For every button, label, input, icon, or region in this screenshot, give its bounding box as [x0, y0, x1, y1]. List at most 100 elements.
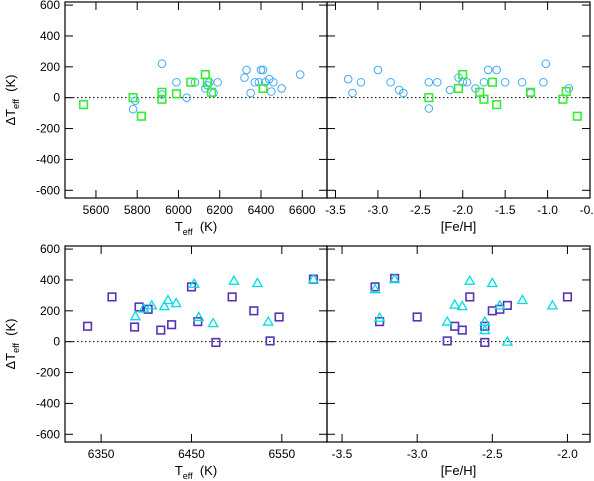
- data-point-circle: [266, 87, 276, 96]
- series-triangle: [369, 273, 559, 346]
- data-point-triangle: [207, 317, 219, 328]
- x-tick-label: -3.5: [325, 203, 346, 217]
- y-tick-label: 200: [40, 60, 60, 74]
- x-tick-label: -0.5: [580, 203, 594, 217]
- data-point-square: [82, 321, 93, 331]
- data-point-square: [202, 77, 212, 87]
- x-tick-label: -3.5: [332, 447, 353, 461]
- chart-panel-bottom-right: -3.5 -3.0 -2.5 -2.0 [Fe/H]: [326, 245, 591, 478]
- data-point-square: [458, 69, 468, 80]
- plot-frame: [64, 1, 328, 199]
- data-point-triangle: [494, 299, 506, 310]
- data-point-square: [502, 300, 512, 311]
- data-point-square: [561, 86, 571, 97]
- data-point-triangle: [479, 315, 491, 326]
- x-tick-label: -1.0: [537, 203, 558, 217]
- data-point-square: [157, 94, 167, 104]
- data-point-square: [128, 93, 138, 103]
- data-point-triangle: [129, 310, 142, 321]
- data-point-square: [265, 336, 275, 346]
- data-point-square: [558, 94, 568, 104]
- data-point-circle: [432, 77, 442, 87]
- x-tick-label: -3.0: [368, 203, 389, 217]
- y-axis-title: ΔTeff (K): [3, 74, 21, 125]
- data-point-triangle: [192, 311, 205, 322]
- x-axis-title: [Fe/H]: [441, 219, 476, 234]
- y-tick-label: -200: [36, 122, 60, 136]
- data-point-square: [412, 312, 422, 322]
- y-tick-label: 400: [40, 29, 60, 43]
- data-point-triangle: [137, 302, 150, 313]
- x-tick-label: 5600: [83, 203, 110, 217]
- data-point-circle: [517, 77, 527, 87]
- data-point-circle: [242, 65, 251, 75]
- data-point-circle: [539, 77, 548, 87]
- data-point-square: [450, 321, 460, 331]
- data-point-circle: [213, 77, 222, 87]
- y-tick-label: 0: [53, 335, 60, 349]
- data-point-square: [78, 100, 89, 110]
- data-point-square: [453, 83, 464, 94]
- x-tick-label: 5800: [124, 203, 151, 217]
- data-point-circle: [128, 104, 138, 114]
- data-point-circle: [250, 77, 260, 87]
- y-tick-label: 400: [40, 273, 60, 287]
- y-tick-label: -200: [36, 366, 60, 380]
- data-point-triangle: [373, 311, 386, 322]
- data-point-square: [274, 312, 284, 322]
- plot-frame: [326, 245, 591, 443]
- data-point-circle: [277, 84, 286, 93]
- x-tick-label: -1.5: [495, 203, 516, 217]
- chart-panel-bottom-left: -600 -400 -200 0 200 400 600 6350 6450 6550 Teff (…: [3, 242, 328, 481]
- data-point-square: [258, 83, 268, 94]
- data-point-square: [457, 325, 467, 335]
- data-point-circle: [386, 77, 395, 87]
- data-point-triangle: [456, 300, 468, 311]
- data-point-square: [156, 325, 166, 335]
- data-point-square: [211, 337, 221, 348]
- x-axis-title: [Fe/H]: [441, 463, 476, 478]
- data-point-circle: [492, 65, 501, 75]
- data-point-triangle: [464, 274, 476, 285]
- data-point-circle: [157, 59, 167, 69]
- y-tick-label: 200: [40, 304, 60, 318]
- data-point-triangle: [228, 274, 240, 285]
- data-point-triangle: [170, 297, 182, 308]
- x-tick-label: 6400: [248, 203, 275, 217]
- data-point-circle: [394, 85, 404, 95]
- plot-frame: [326, 1, 591, 199]
- x-tick-label: -2.0: [452, 203, 473, 217]
- data-point-square: [206, 87, 217, 97]
- data-point-triangle: [388, 273, 401, 284]
- x-tick-label: 6200: [206, 203, 233, 217]
- data-point-triangle: [251, 277, 264, 288]
- x-axis-title: Teff (K): [175, 463, 217, 481]
- series-triangle: [129, 273, 320, 328]
- x-tick-label: -2.5: [482, 447, 503, 461]
- data-point-circle: [373, 65, 383, 75]
- data-point-square: [479, 94, 489, 104]
- data-point-circle: [445, 85, 455, 95]
- data-point-circle: [399, 88, 408, 98]
- x-axis-title: Teff (K): [175, 219, 217, 237]
- data-point-circle: [269, 77, 278, 87]
- data-point-triangle: [307, 273, 320, 284]
- data-point-square: [171, 89, 182, 99]
- series-square: [424, 69, 582, 121]
- y-tick-label: 0: [53, 91, 60, 105]
- data-point-square: [136, 111, 146, 121]
- data-point-square: [167, 320, 177, 330]
- data-point-circle: [500, 77, 510, 87]
- data-point-circle: [424, 104, 434, 113]
- x-tick-label: -3.0: [407, 447, 428, 461]
- data-point-circle: [246, 88, 255, 98]
- data-point-triangle: [158, 300, 171, 311]
- chart-panel-top-right: -3.5 -3.0 -2.5 -2.0 -1.5 -1.0 -0.5 [Fe/H]: [325, 1, 594, 234]
- y-tick-label: 600: [40, 242, 60, 256]
- x-tick-label: 6550: [268, 447, 295, 461]
- data-point-circle: [356, 77, 366, 87]
- x-tick-label: 6350: [88, 447, 115, 461]
- data-point-square: [465, 292, 475, 302]
- data-point-triangle: [449, 298, 461, 309]
- y-tick-label: -400: [36, 396, 60, 410]
